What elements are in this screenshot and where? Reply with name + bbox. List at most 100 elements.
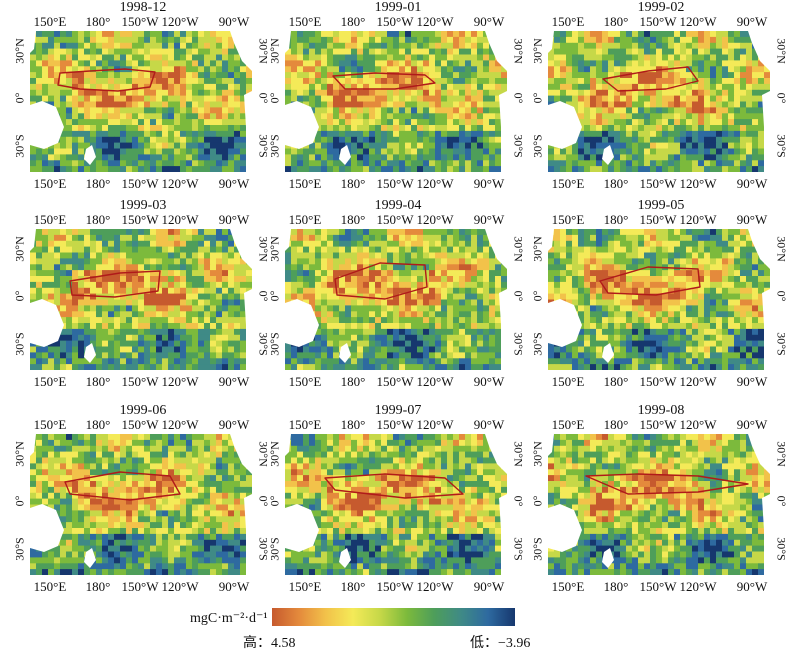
- map-cell: [174, 78, 180, 84]
- map-cell: [150, 60, 156, 66]
- map-cell: [132, 288, 138, 294]
- map-cell: [596, 60, 602, 66]
- map-cell: [321, 247, 327, 253]
- map-cell: [72, 160, 78, 166]
- map-cell: [60, 264, 66, 270]
- map-cell: [686, 229, 692, 235]
- map-cell: [680, 270, 686, 276]
- map-cell: [668, 166, 674, 172]
- map-cell: [441, 149, 447, 155]
- map-cell: [363, 347, 369, 353]
- map-cell: [114, 364, 120, 370]
- map-cell: [584, 37, 590, 43]
- map-cell: [60, 358, 66, 364]
- map-cell: [150, 241, 156, 247]
- map-cell: [483, 78, 489, 84]
- map-cell: [333, 358, 339, 364]
- map-cell: [150, 347, 156, 353]
- map-cell: [327, 229, 333, 235]
- map-cell: [698, 258, 704, 264]
- map-cell: [662, 235, 668, 241]
- map-cell: [686, 166, 692, 172]
- map-cell: [345, 107, 351, 113]
- map-cell: [429, 31, 435, 37]
- map-cell: [441, 347, 447, 353]
- map-cell: [728, 107, 734, 113]
- map-cell: [156, 352, 162, 358]
- map-cell: [698, 143, 704, 149]
- map-cell: [333, 125, 339, 131]
- map-cell: [303, 241, 309, 247]
- map-cell: [351, 241, 357, 247]
- map-cell: [60, 253, 66, 259]
- map-cell: [435, 294, 441, 300]
- map-cell: [560, 49, 566, 55]
- map-cell: [477, 323, 483, 329]
- map-cell: [351, 119, 357, 125]
- map-cell: [387, 119, 393, 125]
- map-cell: [644, 270, 650, 276]
- map-cell: [120, 137, 126, 143]
- map-cell: [180, 78, 186, 84]
- map-cell: [285, 364, 291, 370]
- map-cell: [174, 229, 180, 235]
- map-cell: [108, 341, 114, 347]
- map-cell: [180, 253, 186, 259]
- map-cell: [405, 102, 411, 108]
- map-cell: [120, 258, 126, 264]
- map-cell: [48, 347, 54, 353]
- map-cell: [198, 72, 204, 78]
- map-cell: [662, 149, 668, 155]
- map-cell: [471, 323, 477, 329]
- map-cell: [465, 229, 471, 235]
- map-cell: [459, 119, 465, 125]
- map-cell: [656, 154, 662, 160]
- map-cell: [680, 55, 686, 61]
- lon-tick-label: 150°E: [289, 15, 322, 29]
- map-cell: [222, 258, 228, 264]
- map-cell: [399, 113, 405, 119]
- map-cell: [186, 31, 192, 37]
- map-cell: [204, 90, 210, 96]
- map-cell: [560, 247, 566, 253]
- map-cell: [459, 341, 465, 347]
- map-cell: [30, 149, 36, 155]
- map-cell: [234, 84, 240, 90]
- map-cell: [72, 317, 78, 323]
- map-cell: [596, 264, 602, 270]
- map-cell: [381, 149, 387, 155]
- map-cell: [168, 247, 174, 253]
- map-cell: [674, 166, 680, 172]
- map-cell: [198, 102, 204, 108]
- map-cell: [84, 235, 90, 241]
- map-cell: [483, 276, 489, 282]
- map-cell: [453, 125, 459, 131]
- map-cell: [198, 66, 204, 72]
- map-cell: [596, 235, 602, 241]
- map-cell: [216, 131, 222, 137]
- map-cell: [84, 113, 90, 119]
- map-cell: [102, 329, 108, 335]
- map-cell: [192, 352, 198, 358]
- map-cell: [614, 253, 620, 259]
- map-cell: [321, 84, 327, 90]
- map-cell: [423, 43, 429, 49]
- map-cell: [369, 311, 375, 317]
- map-cell: [752, 160, 758, 166]
- chlorophyll-map: [30, 31, 252, 172]
- map-cell: [345, 235, 351, 241]
- map-cell: [138, 119, 144, 125]
- map-cell: [650, 96, 656, 102]
- map-cell: [60, 335, 66, 341]
- map-cell: [704, 282, 710, 288]
- map-cell: [186, 166, 192, 172]
- lat-tick-label: 30°S: [268, 332, 283, 355]
- map-cell: [138, 311, 144, 317]
- map-cell: [84, 37, 90, 43]
- map-cell: [168, 241, 174, 247]
- map-cell: [246, 84, 252, 90]
- map-cell: [560, 276, 566, 282]
- map-cell: [423, 364, 429, 370]
- map-cell: [72, 241, 78, 247]
- map-cell: [489, 66, 495, 72]
